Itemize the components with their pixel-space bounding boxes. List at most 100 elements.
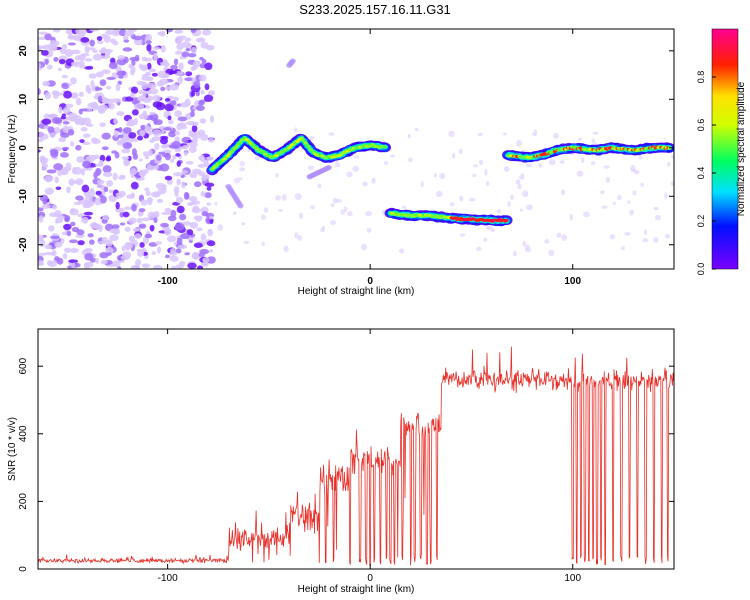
noise-blob bbox=[97, 40, 104, 45]
noise-blob bbox=[99, 79, 107, 87]
noise-blob bbox=[522, 190, 529, 198]
noise-blob bbox=[191, 124, 198, 133]
noise-blob bbox=[44, 187, 55, 195]
noise-blob bbox=[199, 118, 207, 124]
noise-blob bbox=[174, 130, 180, 136]
noise-blob bbox=[496, 209, 502, 214]
noise-blob bbox=[132, 153, 139, 160]
noise-blob bbox=[483, 237, 488, 242]
noise-blob bbox=[82, 160, 91, 169]
noise-blob bbox=[105, 51, 111, 57]
noise-blob bbox=[139, 129, 146, 137]
noise-blob bbox=[116, 265, 122, 269]
noise-blob bbox=[38, 215, 44, 223]
colorbar-label: Normalized spectral amplitude bbox=[736, 81, 747, 216]
noise-blob bbox=[118, 126, 123, 134]
noise-blob bbox=[517, 184, 522, 190]
noise-blob bbox=[278, 209, 284, 213]
noise-blob bbox=[53, 57, 59, 62]
noise-blob bbox=[44, 92, 52, 100]
noise-blob bbox=[435, 190, 443, 198]
noise-blob bbox=[114, 228, 121, 235]
noise-blob bbox=[58, 58, 66, 65]
noise-blob bbox=[177, 76, 183, 84]
noise-blob bbox=[38, 45, 44, 50]
noise-blob bbox=[156, 198, 164, 203]
noise-blob bbox=[146, 43, 152, 52]
noise-blob bbox=[361, 243, 367, 251]
noise-blob bbox=[383, 160, 389, 165]
noise-blob bbox=[141, 56, 148, 62]
noise-blob bbox=[142, 236, 149, 244]
noise-blob bbox=[70, 207, 75, 214]
noise-blob bbox=[174, 110, 182, 118]
noise-blob bbox=[116, 111, 125, 116]
noise-blob bbox=[38, 259, 44, 266]
noise-blob bbox=[38, 131, 44, 139]
noise-blob bbox=[169, 255, 179, 262]
noise-blob bbox=[200, 41, 209, 49]
noise-blob bbox=[119, 174, 126, 179]
noise-blob bbox=[76, 229, 85, 236]
noise-blob bbox=[553, 132, 559, 139]
noise-blob bbox=[170, 64, 178, 70]
noise-blob bbox=[68, 178, 75, 187]
noise-blob bbox=[117, 55, 126, 60]
noise-blob bbox=[121, 156, 130, 160]
noise-blob bbox=[48, 260, 58, 268]
noise-blob bbox=[627, 200, 631, 204]
noise-blob bbox=[353, 155, 360, 159]
noise-blob bbox=[61, 74, 69, 79]
noise-blob bbox=[38, 138, 44, 143]
noise-blob bbox=[204, 182, 215, 187]
noise-blob bbox=[58, 106, 63, 114]
noise-blob bbox=[80, 126, 88, 132]
noise-blob bbox=[168, 70, 178, 75]
noise-blob bbox=[75, 144, 82, 151]
noise-blob bbox=[191, 168, 202, 175]
noise-blob bbox=[181, 170, 189, 174]
snr-frame bbox=[37, 328, 675, 570]
noise-blob bbox=[89, 222, 98, 229]
noise-blob bbox=[366, 227, 372, 233]
noise-blob bbox=[44, 33, 52, 41]
noise-blob bbox=[181, 51, 190, 58]
noise-blob bbox=[74, 118, 81, 125]
noise-blob bbox=[263, 207, 269, 214]
noise-blob bbox=[191, 46, 197, 54]
noise-blob bbox=[180, 233, 190, 240]
noise-blob bbox=[164, 207, 172, 213]
noise-blob bbox=[52, 29, 61, 33]
noise-blob bbox=[192, 205, 200, 212]
noise-blob bbox=[128, 132, 137, 139]
noise-blob bbox=[199, 56, 204, 61]
noise-blob bbox=[111, 29, 121, 37]
noise-blob bbox=[86, 123, 94, 127]
noise-blob bbox=[407, 133, 411, 139]
noise-blob bbox=[52, 204, 58, 210]
noise-blob bbox=[169, 83, 179, 91]
noise-blob bbox=[365, 210, 373, 217]
track-blob bbox=[383, 145, 387, 149]
noise-blob bbox=[89, 29, 99, 32]
noise-blob bbox=[146, 62, 152, 70]
noise-blob bbox=[254, 156, 261, 161]
noise-blob bbox=[201, 211, 209, 217]
noise-blob bbox=[169, 100, 177, 106]
noise-blob bbox=[261, 241, 265, 246]
noise-blob bbox=[101, 146, 109, 151]
noise-blob bbox=[102, 96, 108, 105]
noise-blob bbox=[208, 137, 215, 143]
noise-blob bbox=[206, 202, 211, 206]
noise-blob bbox=[538, 162, 543, 168]
noise-blob bbox=[137, 95, 146, 102]
noise-blob bbox=[176, 38, 182, 44]
noise-blob bbox=[179, 260, 186, 267]
noise-blob bbox=[214, 201, 218, 206]
noise-blob bbox=[173, 172, 184, 177]
noise-blob bbox=[199, 154, 205, 163]
noise-blob bbox=[111, 98, 122, 103]
noise-blob bbox=[181, 221, 192, 226]
noise-blob bbox=[148, 111, 156, 115]
